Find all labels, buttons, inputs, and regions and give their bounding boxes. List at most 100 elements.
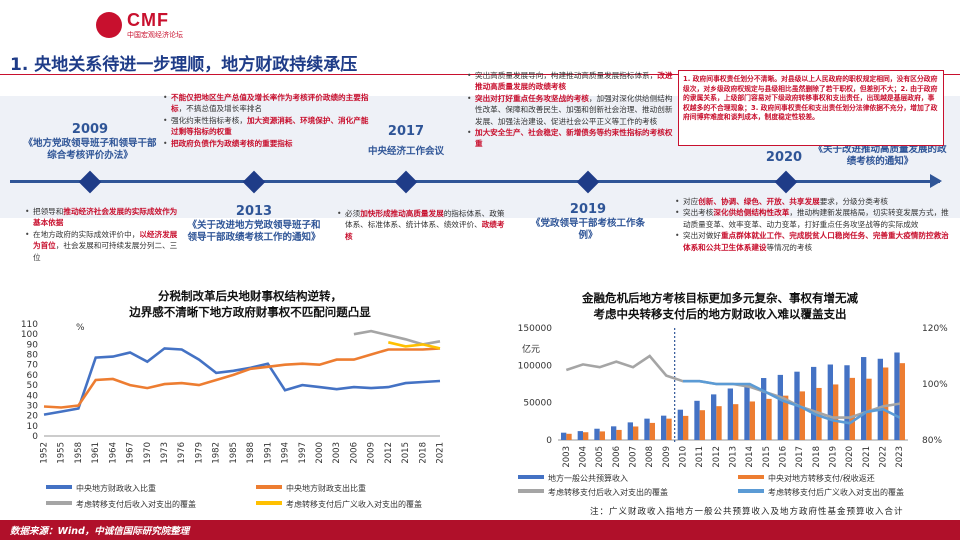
bar-0 <box>661 415 667 440</box>
bullet-item: 不能仅把地区生产总值及增长率作为考核评价政绩的主要指标，不搞总值及增长率排名 <box>163 92 371 115</box>
bar-0 <box>727 388 733 440</box>
x-tick-label: 1985 <box>229 442 239 464</box>
x-tick-label: 2008 <box>645 446 655 468</box>
legend-swatch-2 <box>518 489 544 493</box>
bullet-text: 创新、协调、绿色、开放、共享发展 <box>698 197 820 206</box>
bar-0 <box>844 365 850 440</box>
y-tick-label: 40 <box>27 391 39 401</box>
bar-1 <box>666 418 672 440</box>
y-tick-label: 110 <box>21 320 38 330</box>
x-tick-label: 1973 <box>160 442 170 464</box>
x-tick-label: 2011 <box>695 446 705 468</box>
legend-label: 地方一般公共预算收入 <box>548 473 628 483</box>
bar-1 <box>699 410 705 440</box>
x-tick-label: 1970 <box>143 442 153 464</box>
bar-1 <box>733 404 739 440</box>
bullets-2017: 必须加快形成推动高质量发展的指标体系、政策体系、标准体系、统计体系、绩效评价、政… <box>336 208 505 242</box>
series-line-3 <box>388 341 441 350</box>
legend-swatch-0 <box>46 485 72 489</box>
page-title: 1. 央地关系待进一步理顺，地方财政持续承压 <box>10 55 358 75</box>
y-tick-label: 50000 <box>523 399 552 409</box>
bar-1 <box>716 406 722 440</box>
bar-0 <box>611 426 617 440</box>
chart-footnote: 注：广义财政收入指地方一般公共预算收入及地方政府性基金预算收入合计 <box>590 507 904 517</box>
brand-name: CMF <box>127 10 169 30</box>
x-tick-label: 2004 <box>579 446 589 468</box>
bullet-text: ，推动构建新发展格局，切实转变发展方式，推动质量变革、效率变革、动力变革，打好重… <box>683 208 949 229</box>
series-line-3 <box>683 379 901 425</box>
y-tick-label: 50 <box>27 381 39 391</box>
y-tick-label: 30 <box>27 401 39 411</box>
legend-label: 考虑转移支付后收入对支出的覆盖 <box>76 499 196 509</box>
bullet-text: 突出高质量发展导向，构建推动高质量发展指标体系， <box>475 71 658 80</box>
y-tick-label: 90 <box>27 340 39 350</box>
bullet-text: 在地方政府的实际成效评价中， <box>33 229 140 239</box>
x-tick-label: 1976 <box>177 442 187 464</box>
bar-1 <box>766 398 772 440</box>
brand-subtitle: 中国宏观经济论坛 <box>127 31 183 39</box>
series-line-1 <box>43 347 441 409</box>
x-tick-label: 2021 <box>436 442 446 464</box>
y-tick-label: 20 <box>27 412 39 422</box>
left-chart-title-2: 边界感不清晰下地方政府财事权不匹配问题凸显 <box>129 305 371 319</box>
left-chart-title-1: 分税制改革后央地财事权结构逆转， <box>158 289 342 303</box>
bar-1 <box>683 415 689 440</box>
legend-label: 考虑转移支付后收入对支出的覆盖 <box>548 487 668 497</box>
x-tick-label: 2000 <box>315 442 325 464</box>
bar-1 <box>883 367 889 440</box>
bullet-item: 强化约束性指标考核，加大资源消耗、环境保护、消化产能过剩等指标的权重 <box>163 115 371 138</box>
bullet-text: ，社会发展和可持续发展分列二、三位 <box>33 241 178 262</box>
bullet-item: 突出对打好重点任务攻坚战的考核，加强对深化供给侧结构性改革、保障和改善民生、加强… <box>467 93 675 127</box>
y-tick-label: 100 <box>21 330 38 340</box>
x-tick-label: 1967 <box>126 442 136 464</box>
bullet-item: 突出考核深化供给侧结构性改革，推动构建新发展格局，切实转变发展方式，推动质量变革… <box>675 207 955 230</box>
legend-label: 考虑转移支付后广义收入对支出的覆盖 <box>768 487 904 497</box>
x-tick-label: 2018 <box>418 442 428 464</box>
bullet-text: 把政府负债作为政绩考核的重要指标 <box>171 138 293 148</box>
x-tick-label: 1982 <box>212 442 222 464</box>
legend-swatch-0 <box>518 475 544 479</box>
timeline-arrow-icon <box>930 174 942 188</box>
bar-1 <box>799 391 805 440</box>
x-tick-label: 1961 <box>91 442 101 464</box>
series-line-0 <box>43 347 441 416</box>
y2-tick-label: 80% <box>922 436 942 446</box>
bullet-item: 对应创新、协调、绿色、开放、共享发展要求，分级分类考核 <box>675 196 955 208</box>
x-tick-label: 1991 <box>263 442 273 464</box>
event-year: 2020 <box>765 150 803 165</box>
x-tick-label: 1988 <box>246 442 256 464</box>
right-chart: 0 50000 100000 150000 80% 100% 120% 亿元 2003 2004 2… <box>518 324 949 497</box>
event-year: 2017 <box>387 124 425 139</box>
bar-1 <box>783 395 789 440</box>
bar-0 <box>677 409 683 440</box>
bullets-2020: 对应创新、协调、绿色、开放、共享发展要求，分级分类考核突出考核深化供给侧结构性改… <box>674 196 955 253</box>
bullet-text: 强化约束性指标考核， <box>171 115 247 125</box>
x-tick-label: 2018 <box>812 446 822 468</box>
y-tick-label: 60 <box>27 371 39 381</box>
x-tick-label: 1958 <box>74 442 84 464</box>
x-tick-label: 1994 <box>281 442 291 464</box>
x-tick-label: 2015 <box>401 442 411 464</box>
bar-0 <box>594 428 600 440</box>
bullet-item: 在地方政府的实际成效评价中，以经济发展为首位，社会发展和可持续发展分列二、三位 <box>25 229 183 263</box>
bullet-text: 必须 <box>345 209 361 218</box>
event-doc: 《党政领导干部考核工作条例》 <box>530 218 645 241</box>
bar-0 <box>644 418 650 440</box>
bar-1 <box>649 422 655 440</box>
bar-1 <box>749 401 755 440</box>
bullet-text: 突出对打好重点任务攻坚战的考核 <box>475 93 589 103</box>
event-doc: 中央经济工作会议 <box>367 146 444 157</box>
x-tick-label: 1979 <box>194 442 204 464</box>
bar-1 <box>833 384 839 440</box>
bullet-text: 突出对做好 <box>683 231 721 241</box>
event-doc: 《关于改进地方党政领导班子和领导干部政绩考核工作的通知》 <box>187 220 321 243</box>
bullet-text: 政绩考核 <box>345 220 505 241</box>
bar-0 <box>811 366 817 440</box>
x-tick-label: 2003 <box>332 442 342 464</box>
bar-1 <box>633 426 639 440</box>
x-tick-label: 2021 <box>862 446 872 468</box>
event-year: 2019 <box>569 202 607 217</box>
bullet-item: 必须加快形成推动高质量发展的指标体系、政策体系、标准体系、统计体系、绩效评价、政… <box>337 208 505 242</box>
bullet-text: 加快形成推动高质量发展 <box>360 209 444 218</box>
bullet-text: 要求，分级分类考核 <box>819 197 889 206</box>
